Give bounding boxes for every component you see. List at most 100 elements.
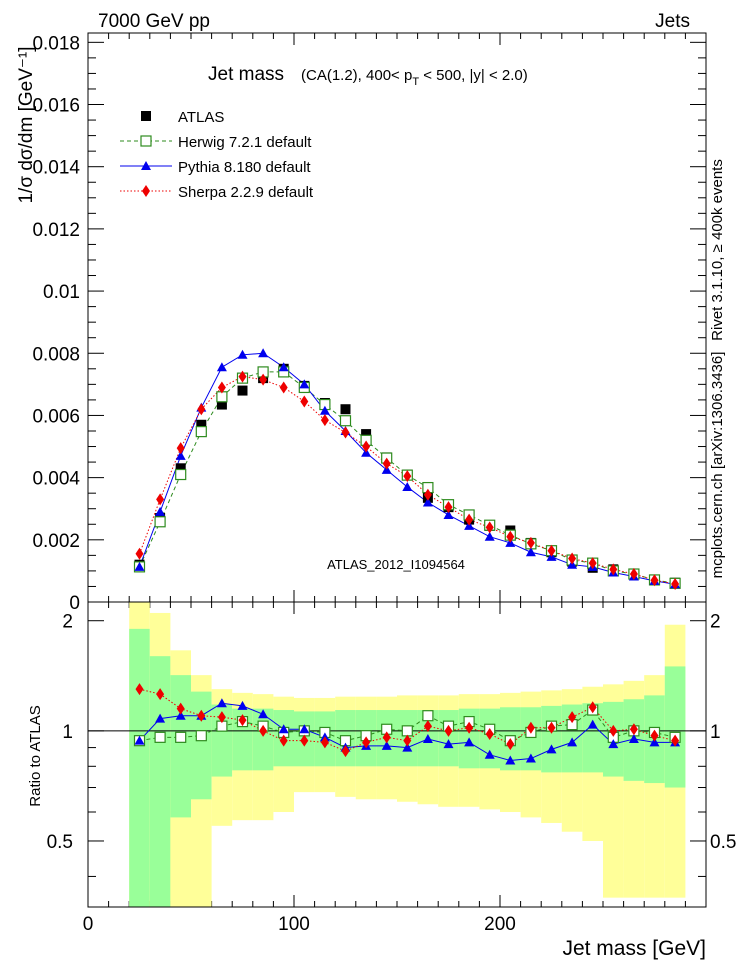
data-point-sherpa (341, 426, 350, 439)
band-1sigma-bin (541, 705, 562, 773)
ratio-point-sherpa (279, 734, 288, 747)
y-tick-label: 0.006 (32, 406, 80, 427)
band-1sigma-bin (520, 707, 542, 771)
y-tick-label: 0.002 (32, 531, 80, 552)
header-right: Jets (655, 11, 690, 32)
ratio-point-herwig (422, 710, 434, 722)
data-point-sherpa (217, 381, 226, 394)
ratio-tick-label-right: 0.5 (710, 832, 736, 853)
ratio-point-pythia (381, 740, 392, 750)
ratio-point-sherpa (156, 688, 165, 701)
ratio-point-herwig (401, 725, 413, 737)
ratio-panel: 0 100 200 0.5 0.5 1 1 2 2 (47, 601, 736, 935)
data-point-sherpa (526, 536, 535, 549)
data-point-pythia (525, 547, 536, 557)
y-tick-label: 0.004 (32, 469, 80, 490)
ratio-point-pythia (587, 719, 598, 729)
data-point-sherpa (362, 440, 371, 453)
ratio-point-sherpa (382, 731, 391, 744)
data-point-sherpa (465, 513, 474, 526)
data-point-pythia (278, 362, 289, 372)
ratio-point-pythia (422, 733, 433, 743)
ratio-point-herwig (195, 730, 207, 742)
ratio-point-herwig (175, 731, 187, 743)
ratio-point-sherpa (609, 724, 618, 737)
data-point-sherpa (444, 501, 453, 514)
legend-label-pythia: Pythia 8.180 default (178, 159, 311, 176)
ratio-point-pythia (628, 733, 639, 743)
band-1sigma-bin (438, 710, 459, 767)
y-tick-label: 0 (69, 593, 80, 614)
ratio-point-pythia (155, 713, 166, 723)
x-tick-label: 100 (278, 914, 310, 935)
ratio-tick-label-right: 2 (710, 612, 721, 633)
watermark: ATLAS_2012_I1094564 (327, 557, 465, 572)
ratio-point-sherpa (506, 738, 515, 751)
x-axis-label: Jet mass [GeV] (562, 937, 706, 960)
x-tick-label: 200 (484, 914, 516, 935)
ratio-point-sherpa (341, 745, 350, 758)
data-point-sherpa (423, 488, 432, 501)
chart-title-main: Jet mass (208, 64, 284, 85)
ratio-point-pythia (567, 737, 578, 747)
data-point-herwig (195, 426, 207, 438)
data-point-sherpa (568, 552, 577, 565)
data-point-atlas (340, 404, 351, 415)
data-point-pythia (134, 561, 145, 571)
data-point-sherpa (629, 568, 638, 581)
data-point-sherpa (259, 373, 268, 386)
ratio-point-pythia (175, 710, 186, 720)
data-point-sherpa (135, 547, 144, 560)
data-point-pythia (258, 348, 269, 358)
legend: ATLAS Herwig 7.2.1 default Pythia 8.180 … (120, 109, 314, 201)
legend-entry-sherpa: Sherpa 2.2.9 default (120, 184, 314, 201)
data-point-sherpa (300, 395, 309, 408)
ratio-axis-label: Ratio to ATLAS (27, 705, 44, 806)
data-point-sherpa (403, 470, 412, 483)
ratio-point-sherpa (485, 728, 494, 741)
ratio-point-pythia (237, 700, 248, 710)
legend-marker-herwig (140, 135, 152, 147)
ratio-point-pythia (299, 724, 310, 734)
ratio-point-pythia (649, 737, 660, 747)
data-point-sherpa (176, 442, 185, 455)
rivet-label: Rivet 3.1.10, ≥ 400k events (709, 159, 726, 341)
ratio-point-sherpa (135, 683, 144, 696)
y-tick-label: 0.014 (32, 158, 80, 179)
data-point-sherpa (588, 557, 597, 570)
data-point-pythia (155, 506, 166, 516)
y-tick-label: 0.012 (32, 220, 80, 241)
ratio-point-sherpa (444, 724, 453, 737)
ratio-point-pythia (278, 724, 289, 734)
ratio-point-sherpa (320, 736, 329, 749)
ratio-frame (87, 601, 707, 908)
legend-label-herwig: Herwig 7.2.1 default (178, 134, 312, 151)
ratio-point-herwig (154, 731, 166, 743)
data-point-pythia (319, 405, 330, 415)
data-point-pythia (484, 531, 495, 541)
data-point-sherpa (671, 577, 680, 590)
ratio-point-pythia (525, 753, 536, 763)
ratio-point-sherpa (217, 711, 226, 724)
data-point-pythia (422, 497, 433, 507)
data-point-sherpa (238, 370, 247, 383)
data-point-pythia (175, 450, 186, 460)
band-1sigma-bin (664, 666, 686, 788)
data-point-sherpa (156, 493, 165, 506)
legend-entry-pythia: Pythia 8.180 default (120, 159, 311, 176)
ratio-point-sherpa (588, 701, 597, 714)
ratio-point-sherpa (650, 729, 659, 742)
ratio-point-sherpa (176, 702, 185, 715)
ratio-point-sherpa (547, 721, 556, 734)
ratio-point-pythia (464, 737, 475, 747)
ratio-tick-label-right: 1 (710, 722, 721, 743)
ratio-point-sherpa (238, 714, 247, 727)
ratio-point-sherpa (568, 711, 577, 724)
data-point-sherpa (485, 521, 494, 534)
ratio-point-pythia (134, 735, 145, 745)
ratio-tick-label-left: 0.5 (47, 832, 73, 853)
legend-entry-atlas: ATLAS (141, 109, 224, 126)
ratio-point-pythia (546, 744, 557, 754)
ratio-point-sherpa (403, 734, 412, 747)
ratio-point-pythia (505, 755, 516, 765)
